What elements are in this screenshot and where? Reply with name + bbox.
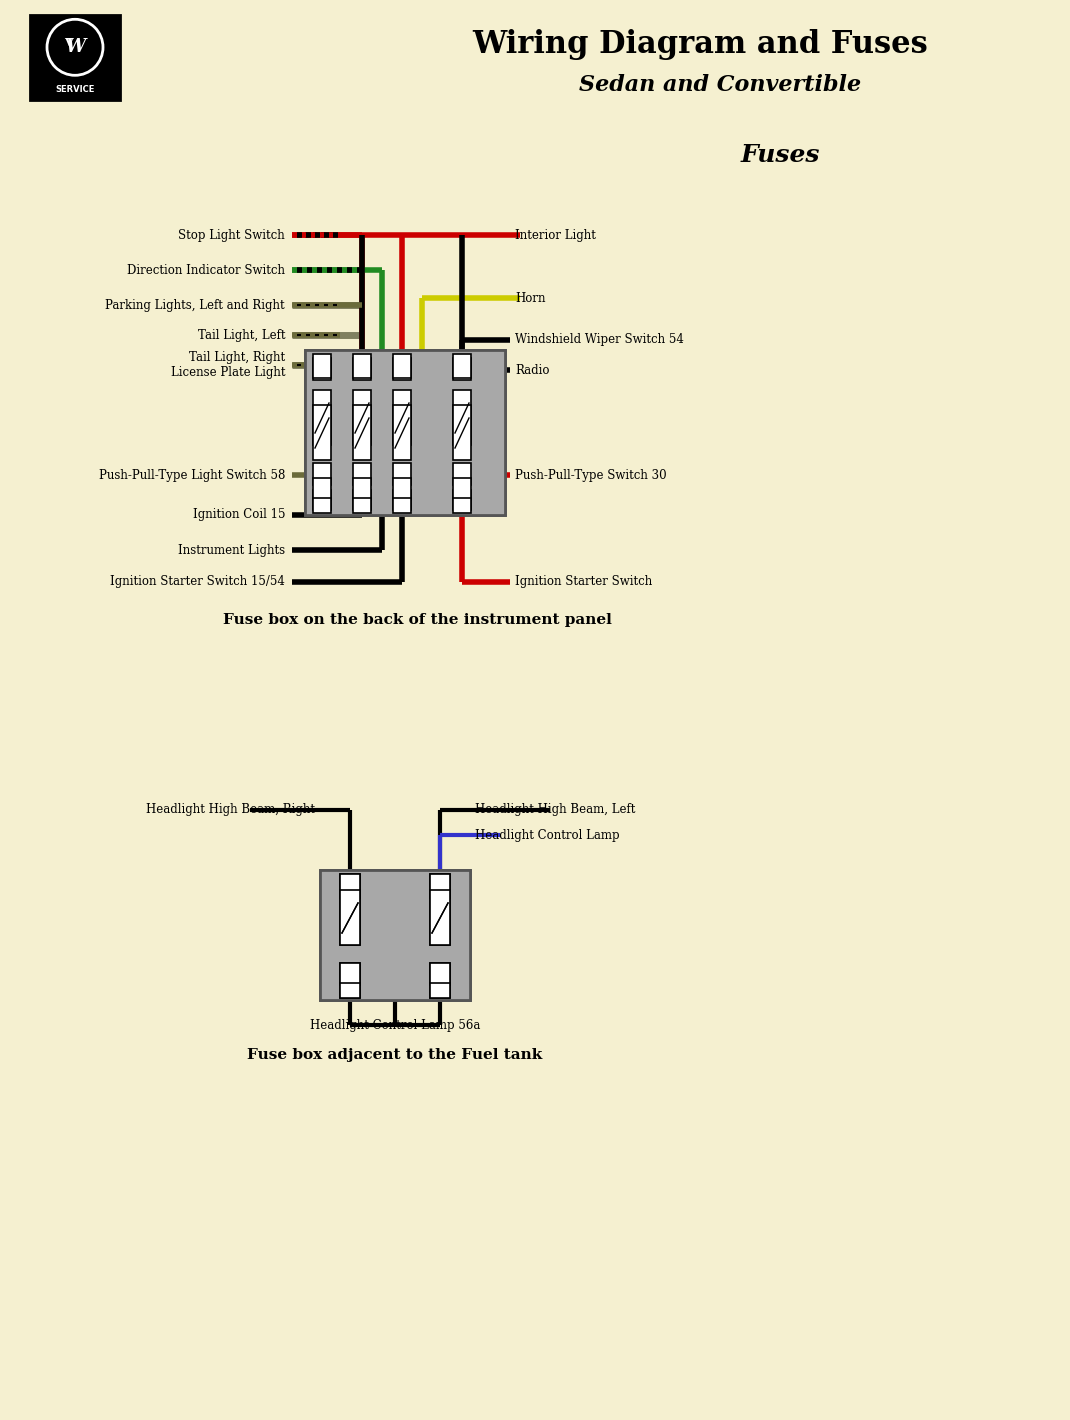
Bar [430, 963, 450, 985]
Bar [393, 479, 411, 500]
Bar [353, 490, 371, 510]
Text: Headlight High Beam, Right: Headlight High Beam, Right [146, 804, 315, 816]
Bar [353, 498, 371, 513]
Bar [314, 405, 331, 460]
Text: Parking Lights, Left and Right: Parking Lights, Left and Right [105, 298, 285, 311]
Bar [393, 498, 411, 513]
Bar [340, 873, 360, 897]
Bar [353, 358, 371, 381]
Text: Fuse box adjacent to the Fuel tank: Fuse box adjacent to the Fuel tank [247, 1048, 542, 1062]
Bar [453, 479, 471, 500]
Text: Radio: Radio [515, 364, 550, 376]
Bar [430, 890, 450, 944]
Text: Headlight Control Lamp 56a: Headlight Control Lamp 56a [310, 1018, 480, 1031]
Text: Horn: Horn [515, 291, 546, 304]
Text: Windshield Wiper Switch 54: Windshield Wiper Switch 54 [515, 334, 684, 346]
Bar [320, 870, 470, 1000]
Bar [430, 873, 450, 897]
Bar [30, 16, 120, 99]
Text: SERVICE: SERVICE [56, 85, 94, 95]
Bar [393, 490, 411, 510]
Bar [340, 890, 360, 944]
Bar [430, 890, 450, 944]
Bar [430, 983, 450, 998]
Bar [320, 870, 470, 1000]
Bar [340, 873, 360, 897]
Bar [340, 890, 360, 944]
Text: W: W [65, 38, 86, 57]
Bar [314, 391, 331, 444]
Bar [353, 479, 371, 500]
Bar [430, 983, 450, 998]
Bar [314, 490, 331, 510]
Text: Ignition Starter Switch 15/54: Ignition Starter Switch 15/54 [110, 575, 285, 588]
Bar [453, 391, 471, 444]
Bar [314, 354, 331, 378]
Bar [314, 479, 331, 500]
Bar [453, 498, 471, 513]
Bar [314, 463, 331, 486]
Text: Stop Light Switch: Stop Light Switch [179, 229, 285, 241]
Bar [340, 983, 360, 998]
Bar [305, 349, 505, 515]
Bar [453, 490, 471, 510]
Bar [340, 983, 360, 998]
Bar [393, 354, 411, 378]
Bar [453, 463, 471, 486]
Bar [393, 358, 411, 381]
Bar [453, 358, 471, 381]
Text: Wiring Diagram and Fuses: Wiring Diagram and Fuses [472, 30, 928, 61]
Text: Direction Indicator Switch: Direction Indicator Switch [127, 264, 285, 277]
Bar [353, 405, 371, 460]
Bar [393, 405, 411, 460]
Text: Sedan and Convertible: Sedan and Convertible [579, 74, 861, 97]
Bar [393, 391, 411, 444]
Bar [353, 391, 371, 444]
Bar [353, 354, 371, 378]
Text: Interior Light: Interior Light [515, 229, 596, 241]
Bar [430, 963, 450, 985]
Text: Ignition Coil 15: Ignition Coil 15 [193, 508, 285, 521]
Text: Headlight Control Lamp: Headlight Control Lamp [475, 828, 620, 842]
Bar [314, 358, 331, 381]
Text: V: V [64, 37, 73, 48]
Text: Ignition Starter Switch: Ignition Starter Switch [515, 575, 653, 588]
Text: Headlight High Beam, Left: Headlight High Beam, Left [475, 804, 636, 816]
Bar [340, 963, 360, 985]
Text: Push-Pull-Type Switch 30: Push-Pull-Type Switch 30 [515, 469, 667, 481]
Text: Tail Light, Left: Tail Light, Left [198, 328, 285, 341]
Bar [453, 354, 471, 378]
Bar [453, 405, 471, 460]
Bar [340, 963, 360, 985]
Bar [393, 463, 411, 486]
Text: Fuse box on the back of the instrument panel: Fuse box on the back of the instrument p… [223, 613, 612, 628]
Text: Tail Light, Right
License Plate Light: Tail Light, Right License Plate Light [170, 351, 285, 379]
Text: Push-Pull-Type Light Switch 58: Push-Pull-Type Light Switch 58 [98, 469, 285, 481]
Text: Instrument Lights: Instrument Lights [178, 544, 285, 557]
Bar [305, 349, 505, 515]
Bar [314, 498, 331, 513]
Bar [353, 463, 371, 486]
Text: Fuses: Fuses [740, 143, 820, 168]
Bar [430, 873, 450, 897]
